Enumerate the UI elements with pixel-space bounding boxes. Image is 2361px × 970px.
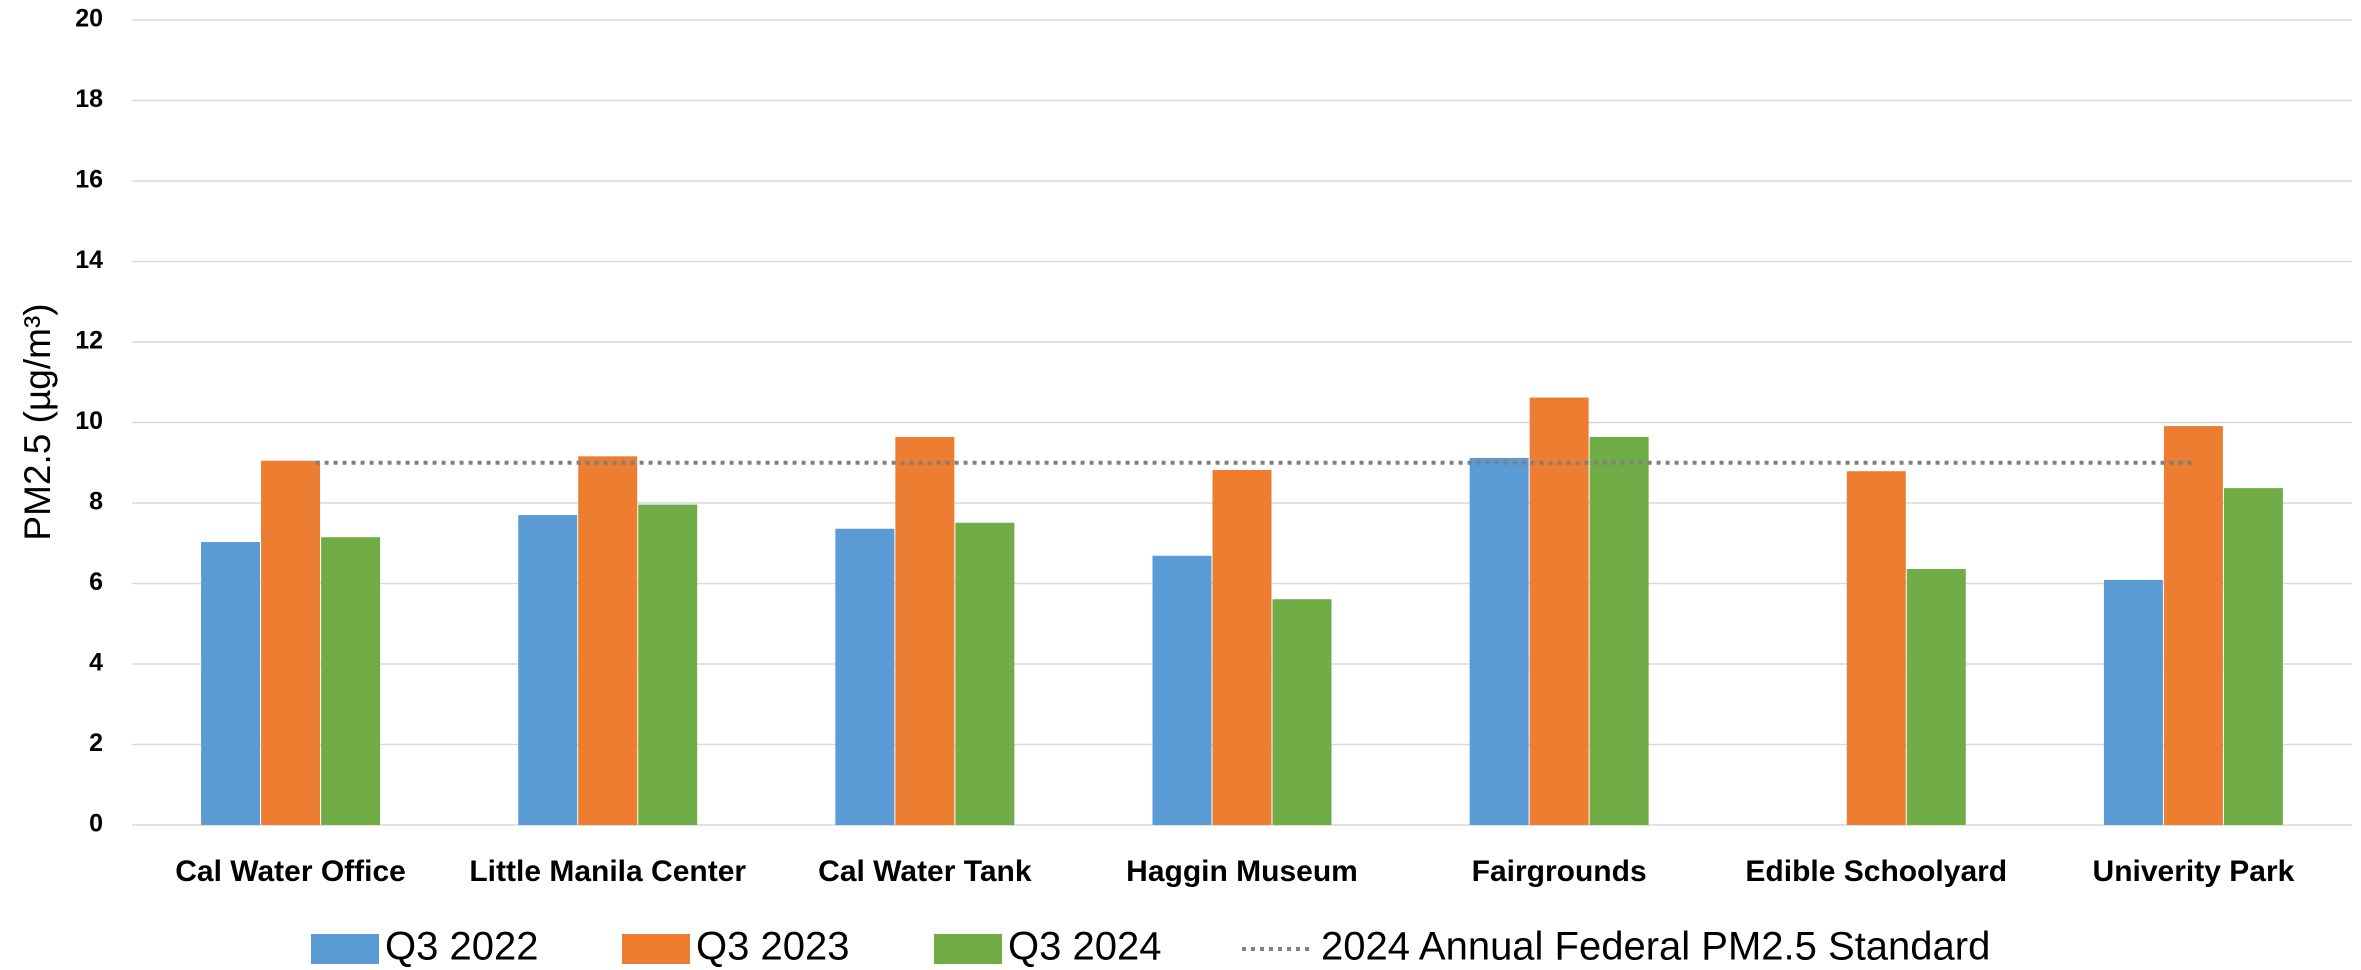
y-tick-label: 8 [89, 488, 103, 516]
bar [1212, 469, 1272, 825]
bar [1906, 569, 1966, 825]
y-tick-label: 10 [75, 407, 103, 435]
y-tick-label: 14 [75, 246, 103, 274]
bar [1589, 436, 1649, 825]
legend-label: Q3 2022 [385, 925, 538, 969]
x-tick-label: Little Manila Center [469, 855, 746, 888]
y-tick-label: 4 [89, 649, 103, 677]
y-tick-label: 16 [75, 166, 103, 194]
legend-label: Q3 2023 [696, 925, 849, 969]
y-axis-title: PM2.5 (µg/m³) [17, 303, 58, 540]
x-tick-label: Fairgrounds [1472, 855, 1647, 888]
bar [2163, 426, 2223, 825]
x-tick-label: Univerity Park [2093, 855, 2295, 888]
bar [1846, 471, 1906, 825]
bar [578, 456, 638, 825]
bar [261, 460, 321, 825]
bar [835, 528, 895, 825]
bar [638, 504, 698, 825]
bar [1529, 397, 1589, 825]
y-tick-label: 2 [89, 729, 103, 757]
bar [201, 542, 261, 825]
legend-swatch [934, 934, 1002, 964]
bar [1272, 599, 1332, 825]
legend-label: Q3 2024 [1008, 925, 1161, 969]
bar [321, 537, 381, 825]
y-tick-label: 20 [75, 5, 103, 33]
bar [2103, 579, 2163, 825]
x-tick-label: Haggin Museum [1126, 855, 1358, 888]
bar [518, 515, 578, 825]
bar [1152, 555, 1212, 825]
x-tick-label: Edible Schoolyard [1745, 855, 2007, 888]
y-tick-label: 12 [75, 327, 103, 355]
y-tick-label: 0 [89, 810, 103, 838]
legend-label: 2024 Annual Federal PM2.5 Standard [1321, 925, 1990, 969]
bar [895, 436, 955, 825]
x-tick-label: Cal Water Tank [818, 855, 1032, 888]
y-tick-label: 6 [89, 568, 103, 596]
x-tick-label: Cal Water Office [175, 855, 406, 888]
legend-swatch [311, 934, 379, 964]
legend-swatch [622, 934, 690, 964]
bar [955, 522, 1015, 825]
bar [1469, 457, 1529, 825]
bar [2223, 488, 2283, 825]
y-tick-label: 18 [75, 85, 103, 113]
